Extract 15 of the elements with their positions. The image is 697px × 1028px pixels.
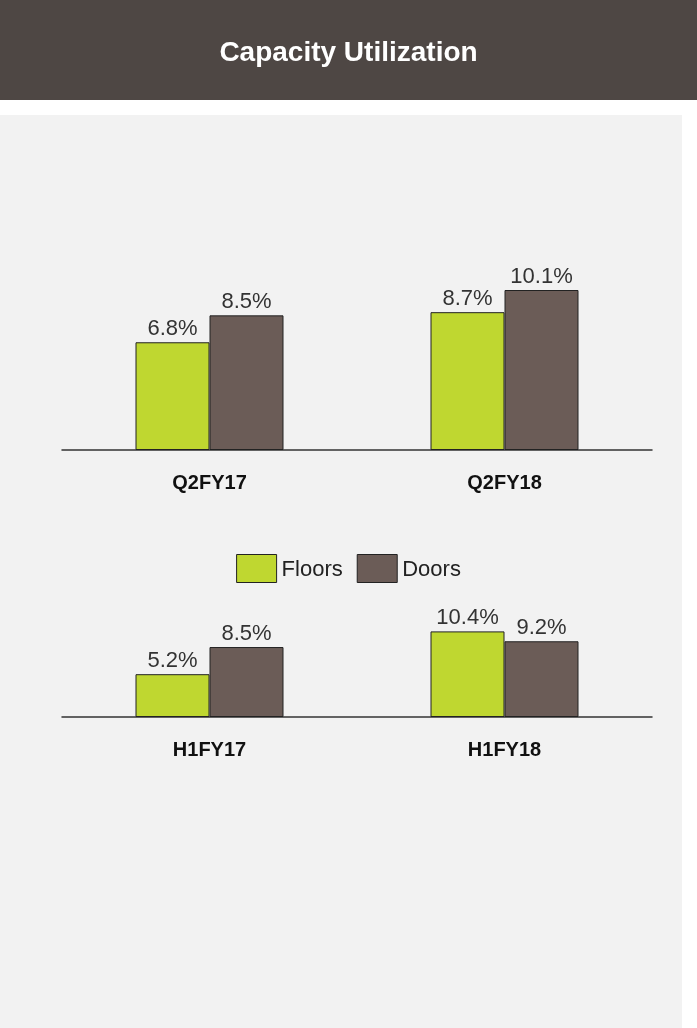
data-label: 10.4% (436, 603, 499, 629)
data-label: 5.2% (147, 646, 198, 672)
x-tick-label: H1FY18 (467, 738, 542, 760)
data-label: 8.5% (221, 619, 272, 645)
data-label: 9.2% (516, 613, 567, 639)
x-tick-label: Q2FY18 (467, 471, 542, 493)
x-tick-label: H1FY17 (172, 738, 247, 760)
data-label: 8.7% (442, 284, 493, 310)
legend-label: Doors (402, 556, 461, 581)
legend-label: Floors (281, 556, 343, 581)
data-label: 8.5% (221, 287, 272, 313)
data-label: 6.8% (147, 314, 198, 340)
data-label: 10.1% (510, 262, 573, 288)
x-tick-label: Q2FY17 (172, 471, 247, 493)
chart-title: Capacity Utilization (219, 35, 478, 67)
